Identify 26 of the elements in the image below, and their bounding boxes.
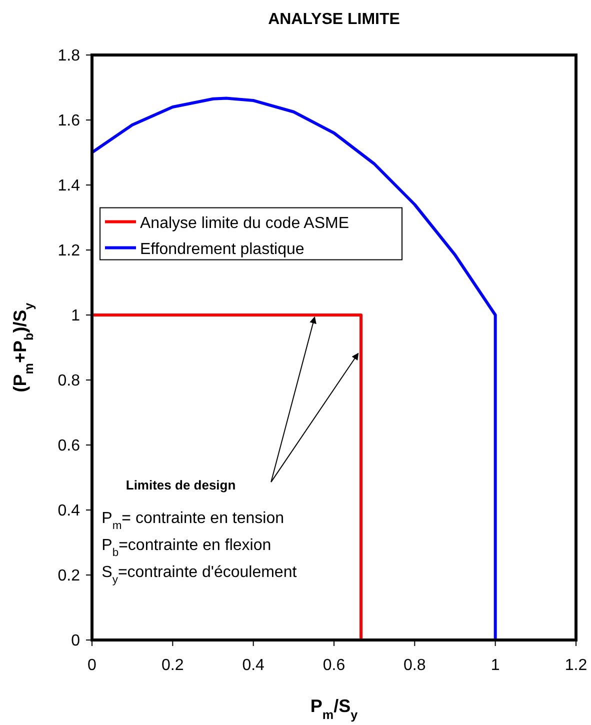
annotation: P$_{m}$= contrainte en tension	[102, 510, 284, 532]
x-tick-label: 0.8	[404, 657, 426, 674]
x-tick-label: 1	[490, 657, 500, 674]
y-tick-label: 1.4	[58, 178, 80, 194]
y-tick-label: 0.8	[58, 372, 80, 390]
chart-title: ANALYSE LIMITE	[268, 11, 400, 28]
y-tick-label: 1.2	[58, 242, 80, 260]
line-series	[90, 96, 497, 642]
y-tick-label: 1.8	[58, 48, 80, 64]
y-tick-label: 0	[71, 632, 80, 650]
x-tick-label: 1.2	[564, 657, 588, 674]
legend-label: Analyse limite du code ASME	[140, 214, 349, 232]
legend-label: Effondrement plastique	[140, 240, 304, 258]
x-tick-label: 0.2	[162, 657, 184, 674]
y-tick-label: 0.4	[58, 502, 80, 520]
y-tick-label: 1	[71, 308, 80, 324]
annotation: S$_{y}$=contrainte d'écoulement	[102, 564, 298, 586]
y-tick-label: 0.2	[58, 568, 80, 584]
y-tick-label: 0.6	[58, 438, 80, 454]
x-tick-label: 0.4	[242, 657, 265, 674]
x-axis-title: P$_{m}$/S$_{y}$	[310, 696, 358, 722]
x-tick-label: 0	[88, 657, 97, 674]
annotation: P$_{b}$=contrainte en flexion	[102, 537, 272, 559]
y-tick-label: 1.6	[58, 112, 80, 130]
x-tick-label: 0.6	[322, 657, 346, 674]
annotation: Limites de design	[126, 478, 236, 493]
